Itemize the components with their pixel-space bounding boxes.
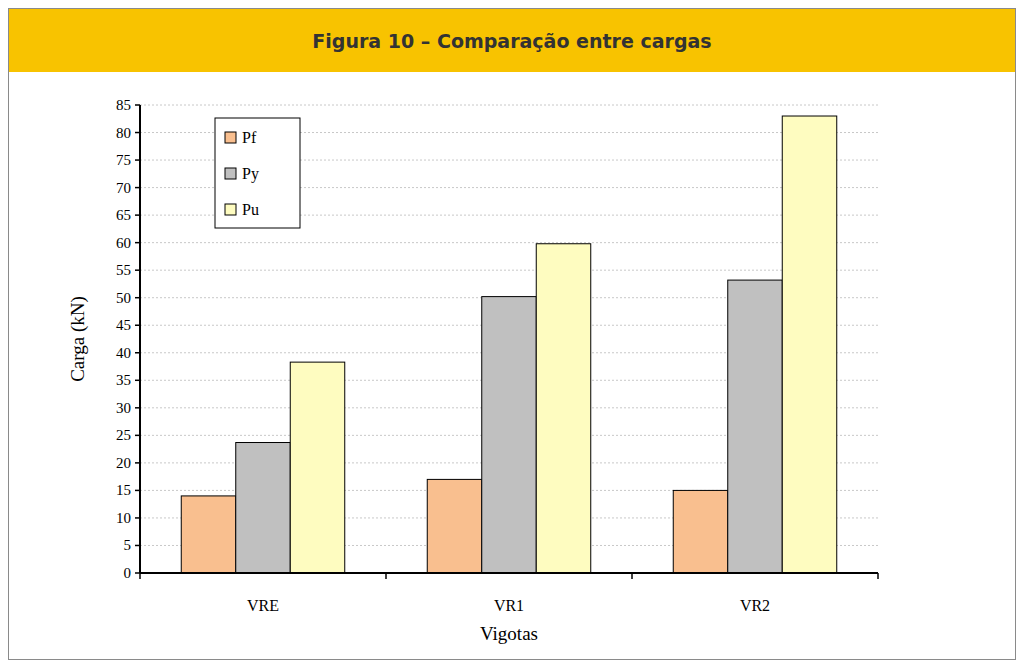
legend-swatch: [225, 132, 236, 143]
bar: [181, 496, 236, 573]
frame: [9, 9, 1016, 660]
y-tick-label: 50: [116, 290, 131, 306]
bar: [673, 490, 728, 573]
x-tick: [139, 573, 141, 579]
grid-line: [140, 242, 878, 243]
x-tick-label: VRE: [247, 597, 279, 614]
y-tick-label: 35: [116, 372, 131, 388]
grid-line: [140, 105, 878, 106]
x-tick: [385, 573, 387, 579]
y-tick-label: 10: [116, 510, 131, 526]
x-tick: [877, 573, 879, 579]
y-axis: [139, 105, 141, 573]
y-tick-label: 30: [116, 400, 131, 416]
y-tick-label: 20: [116, 455, 131, 471]
y-tick-label: 15: [116, 482, 131, 498]
x-tick-label: VR1: [494, 597, 524, 614]
header-band: [9, 9, 1015, 72]
y-tick-label: 85: [116, 97, 131, 113]
y-axis-label: Carga (kN): [67, 296, 89, 382]
y-tick-label: 5: [124, 537, 132, 553]
chart: Figura 10 – Comparação entre cargas 0 5 10 1…: [0, 0, 1024, 666]
legend-label: Py: [242, 165, 259, 183]
y-tick-label: 65: [116, 207, 131, 223]
bar: [482, 297, 537, 573]
x-tick-label: VR2: [740, 597, 770, 614]
y-tick-label: 45: [116, 317, 131, 333]
y-tick-label: 25: [116, 427, 131, 443]
bars: [181, 116, 837, 573]
bar: [290, 362, 345, 573]
x-axis-label: Vigotas: [480, 623, 538, 644]
bar: [427, 479, 482, 573]
y-tick-label: 60: [116, 235, 131, 251]
y-tick-label: 80: [116, 125, 131, 141]
x-tick: [631, 573, 633, 579]
bar: [728, 280, 783, 573]
y-tick-label: 75: [116, 152, 131, 168]
grid-line: [140, 270, 878, 271]
legend-label: Pu: [242, 201, 259, 218]
y-tick-label: 55: [116, 262, 131, 278]
legend-swatch: [225, 204, 236, 215]
bar: [782, 116, 837, 573]
y-tick-label: 40: [116, 345, 131, 361]
y-tick-label: 70: [116, 180, 131, 196]
bar: [536, 244, 591, 573]
bar: [236, 443, 291, 573]
legend-swatch: [225, 168, 236, 179]
legend-box: [215, 118, 300, 228]
legend-label: Pf: [242, 129, 257, 146]
x-axis: [140, 572, 878, 574]
y-tick-label: 0: [124, 565, 132, 581]
title: Figura 10 – Comparação entre cargas: [312, 30, 711, 52]
